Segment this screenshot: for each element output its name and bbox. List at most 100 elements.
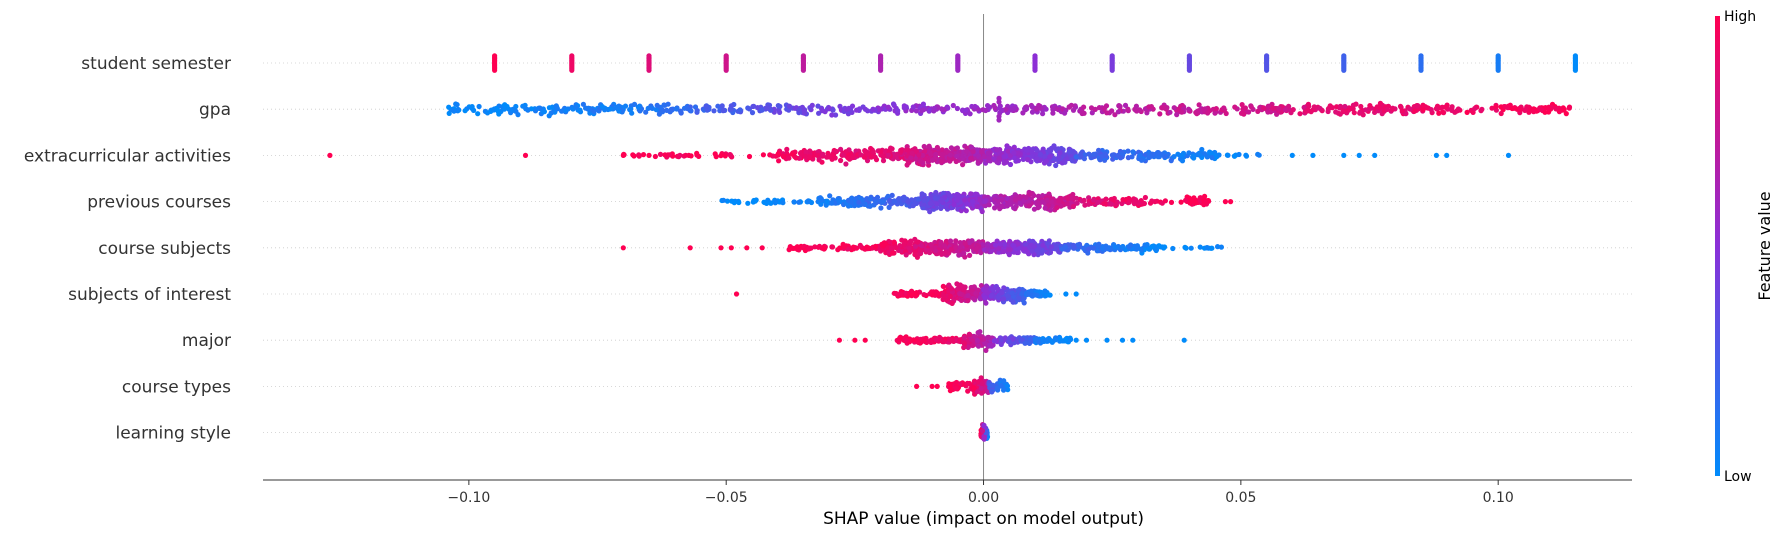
shap-point bbox=[903, 252, 909, 258]
shap-point bbox=[880, 198, 886, 205]
shap-point bbox=[546, 113, 552, 119]
shap-point bbox=[1046, 202, 1052, 208]
shap-point bbox=[768, 200, 774, 206]
shap-point bbox=[1011, 205, 1017, 211]
shap-point bbox=[1178, 199, 1184, 205]
shap-point bbox=[824, 198, 830, 204]
shap-point bbox=[1009, 107, 1015, 113]
shap-point bbox=[1341, 67, 1347, 73]
shap-point bbox=[885, 193, 891, 199]
shap-point bbox=[895, 108, 901, 114]
shap-point bbox=[719, 103, 725, 109]
shap-point bbox=[862, 337, 868, 343]
shap-point bbox=[866, 245, 872, 251]
shap-point bbox=[974, 337, 981, 343]
shap-point bbox=[1085, 201, 1092, 207]
shap-point bbox=[922, 148, 928, 154]
shap-point bbox=[1209, 155, 1215, 161]
shap-point bbox=[643, 109, 649, 115]
shap-point bbox=[1011, 243, 1017, 249]
shap-point bbox=[1179, 152, 1185, 158]
shap-point bbox=[938, 158, 945, 165]
shap-point bbox=[786, 107, 792, 113]
shap-point bbox=[1168, 199, 1175, 205]
shap-point bbox=[1085, 250, 1091, 256]
shap-point bbox=[1433, 152, 1439, 158]
shap-point bbox=[646, 152, 652, 158]
shap-point bbox=[733, 291, 740, 297]
shap-point bbox=[945, 105, 951, 111]
shap-point bbox=[992, 242, 999, 248]
shap-point bbox=[446, 104, 452, 110]
shap-point bbox=[1367, 103, 1373, 109]
shap-point bbox=[1157, 111, 1163, 117]
shap-point bbox=[1155, 150, 1161, 156]
shap-point bbox=[1048, 244, 1054, 250]
shap-point bbox=[1126, 244, 1132, 250]
shap-point bbox=[947, 388, 954, 394]
shap-point bbox=[1023, 194, 1029, 200]
shap-point bbox=[1236, 151, 1242, 158]
shap-point bbox=[1071, 244, 1077, 250]
shap-point bbox=[667, 152, 673, 158]
shap-point bbox=[1029, 104, 1035, 110]
shap-point bbox=[1050, 110, 1056, 116]
shap-point bbox=[476, 103, 482, 110]
shap-point bbox=[893, 245, 899, 251]
shap-point bbox=[654, 102, 660, 108]
colorbar-low-label: Low bbox=[1724, 469, 1752, 485]
shap-point bbox=[921, 197, 927, 204]
shap-point bbox=[1042, 288, 1048, 294]
shap-point bbox=[767, 152, 773, 158]
shap-point bbox=[943, 203, 949, 209]
shap-point bbox=[1058, 203, 1064, 209]
shap-point bbox=[819, 107, 825, 113]
shap-point bbox=[947, 337, 954, 343]
shap-point bbox=[915, 239, 921, 245]
shap-point bbox=[683, 152, 689, 158]
shap-point bbox=[501, 106, 507, 112]
shap-point bbox=[583, 105, 589, 111]
shap-point bbox=[1073, 154, 1079, 160]
shap-point bbox=[446, 110, 452, 116]
shap-point bbox=[986, 155, 992, 161]
shap-point bbox=[833, 112, 839, 118]
shap-point bbox=[974, 245, 980, 251]
shap-point bbox=[1015, 241, 1021, 247]
shap-point bbox=[809, 102, 815, 108]
shap-point bbox=[1096, 147, 1102, 153]
shap-point bbox=[1498, 104, 1504, 110]
shap-point bbox=[961, 287, 967, 293]
shap-point bbox=[964, 148, 970, 154]
shap-point bbox=[1261, 105, 1267, 111]
shap-point bbox=[1162, 244, 1168, 250]
shap-point bbox=[646, 67, 652, 73]
shap-point bbox=[728, 245, 734, 251]
shap-point bbox=[569, 67, 575, 73]
shap-point bbox=[963, 107, 969, 113]
shap-point bbox=[843, 149, 849, 155]
shap-point bbox=[780, 200, 786, 206]
shap-point bbox=[880, 158, 887, 164]
shap-point bbox=[1057, 150, 1063, 156]
shap-point bbox=[1005, 293, 1011, 299]
shap-point bbox=[1436, 110, 1442, 116]
shap-point bbox=[577, 109, 584, 115]
shap-point bbox=[999, 289, 1005, 296]
shap-point bbox=[982, 341, 988, 347]
shap-point bbox=[792, 245, 798, 251]
shap-point bbox=[728, 103, 734, 109]
shap-point bbox=[908, 155, 914, 161]
shap-point bbox=[1040, 242, 1046, 248]
shap-point bbox=[1566, 104, 1573, 110]
shap-point bbox=[1070, 203, 1076, 210]
shap-point bbox=[1342, 103, 1348, 110]
x-axis-ticks: −0.10 −0.05 0.00 0.05 0.10 bbox=[447, 480, 1514, 506]
shap-point bbox=[1044, 197, 1050, 203]
shap-point bbox=[954, 145, 961, 151]
colorbar-high-label: High bbox=[1724, 9, 1756, 25]
shap-point bbox=[996, 155, 1003, 161]
shap-point bbox=[878, 67, 884, 73]
feature-label: student semester bbox=[81, 54, 231, 74]
